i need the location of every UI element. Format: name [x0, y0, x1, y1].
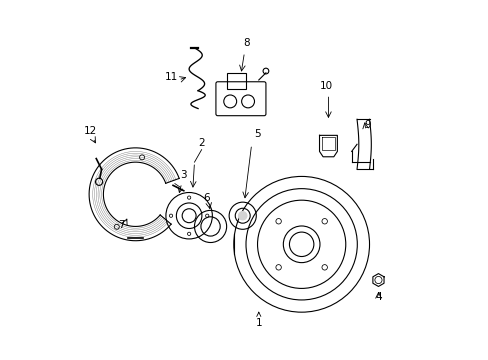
Bar [226, 73, 246, 89]
Text: 1: 1 [255, 312, 262, 328]
Text: 2: 2 [198, 138, 204, 148]
Text: 5: 5 [253, 129, 260, 139]
Text: 9: 9 [364, 120, 370, 130]
Text: 10: 10 [320, 81, 332, 91]
Circle shape [238, 212, 246, 220]
Text: 6: 6 [203, 193, 210, 203]
Text: 4: 4 [374, 292, 381, 302]
Text: 8: 8 [243, 38, 249, 48]
Text: 7: 7 [118, 220, 124, 230]
Text: 12: 12 [84, 126, 97, 136]
Text: 3: 3 [178, 170, 187, 193]
Text: 11: 11 [164, 72, 178, 82]
